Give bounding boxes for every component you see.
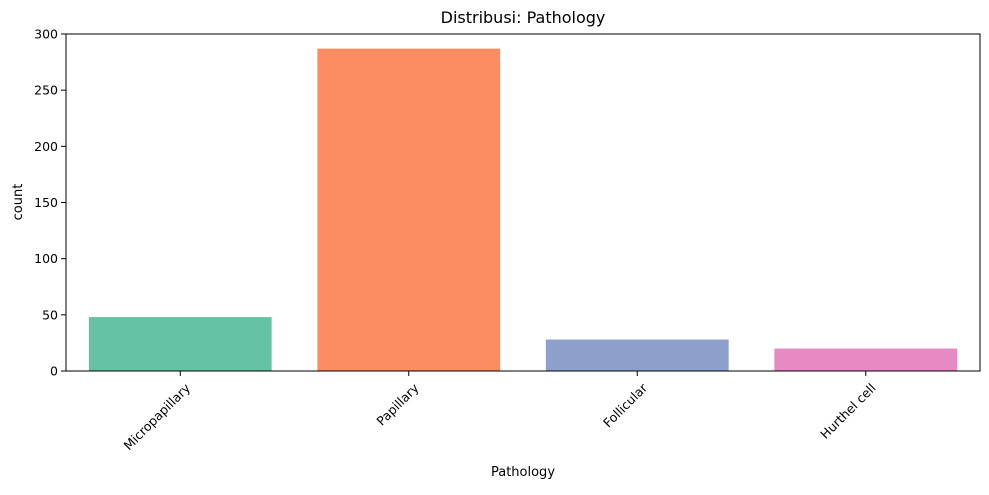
bar-follicular	[545, 339, 729, 371]
bar-hurthel-cell	[774, 348, 958, 371]
x-axis-label: Pathology	[491, 465, 555, 480]
chart-title: Distribusi: Pathology	[441, 8, 606, 27]
x-tick-label: Follicular	[600, 380, 651, 431]
x-tick-label: Hurthel cell	[817, 380, 878, 441]
x-tick-label: Papillary	[373, 380, 422, 429]
y-tick-label: 200	[34, 139, 58, 154]
y-axis-label: count	[11, 184, 26, 221]
y-axis: 0 50 100 150 200 250 300	[34, 27, 66, 379]
bars-group	[88, 48, 958, 371]
y-tick-label: 50	[42, 307, 58, 322]
bar-papillary	[317, 48, 501, 371]
y-tick-label: 0	[50, 364, 58, 379]
x-tick-label: Micropapillary	[120, 380, 193, 453]
y-tick-label: 250	[34, 83, 58, 98]
bar-micropapillary	[88, 317, 272, 371]
y-tick-label: 100	[34, 251, 58, 266]
y-tick-label: 150	[34, 195, 58, 210]
x-axis: Micropapillary Papillary Follicular Hurthel…	[120, 371, 879, 453]
y-tick-label: 300	[34, 27, 58, 42]
